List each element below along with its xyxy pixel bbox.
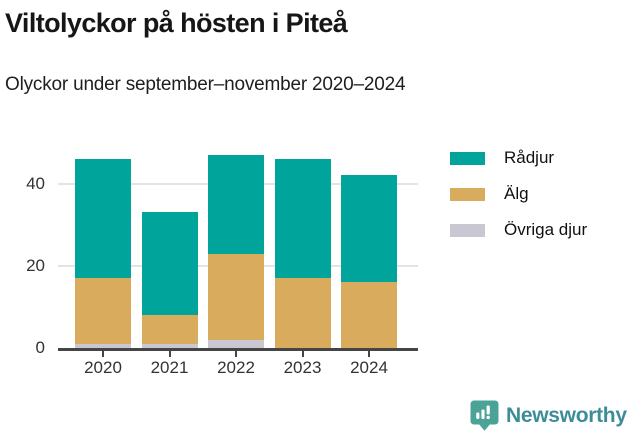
bar-segment-2022 [208, 339, 264, 348]
bar-2020 [75, 159, 131, 348]
bar-segment-2021 [141, 212, 198, 316]
bar-2021 [141, 212, 198, 348]
y-axis-tick-label: 40 [26, 173, 45, 193]
y-axis-tick-label: 20 [26, 255, 45, 275]
bar-segment-2024 [341, 175, 397, 283]
y-axis-tick-label: 0 [35, 338, 45, 357]
chart-subtitle: Olyckor under september–november 2020–20… [5, 74, 406, 95]
bar-2022 [208, 154, 264, 348]
legend: Rådjur Älg Övriga djur [450, 148, 587, 256]
legend-swatch [450, 151, 485, 165]
bar-segment-2020 [75, 343, 131, 348]
legend-item: Rådjur [450, 148, 587, 168]
brand-footer: Newsworthy [470, 400, 627, 432]
x-axis-tick-label: 2020 [84, 358, 122, 377]
legend-label: Övriga djur [504, 220, 588, 239]
x-axis-tick-label: 2021 [150, 358, 189, 377]
legend-label: Rådjur [504, 148, 555, 167]
legend-swatch [450, 187, 485, 201]
bar-segment-2022 [208, 154, 264, 254]
legend-item: Älg [450, 184, 587, 204]
bar-segment-2021 [141, 315, 198, 344]
x-axis-line [58, 348, 418, 351]
plot-area: 0 20 40 2020 2021 2022 2023 2024 [26, 145, 418, 377]
bar-segment-2021 [141, 343, 198, 348]
x-axis-tick [168, 350, 171, 357]
newsworthy-logo-icon [470, 400, 499, 432]
x-axis-tick [235, 350, 237, 357]
bar-segment-2023 [274, 159, 331, 279]
legend-swatch [450, 223, 485, 237]
x-axis-tick-label: 2022 [217, 358, 255, 377]
legend-label: Älg [504, 184, 529, 203]
x-axis-tick-label: 2024 [350, 358, 388, 377]
bar-segment-2022 [208, 253, 264, 340]
chart-title: Viltolyckor på hösten i Piteå [5, 8, 348, 38]
bar-2024 [341, 175, 397, 348]
bar-segment-2020 [75, 159, 131, 279]
x-axis-tick [102, 350, 104, 357]
x-axis-tick [301, 350, 304, 357]
bar-segment-2020 [75, 278, 131, 344]
bar-2023 [274, 159, 331, 348]
bar-segment-2023 [274, 278, 331, 348]
x-axis-tick [368, 350, 370, 357]
legend-item: Övriga djur [450, 220, 587, 240]
brand-name: Newsworthy [506, 404, 627, 427]
bar-segment-2024 [341, 282, 397, 348]
x-axis-tick-label: 2023 [283, 358, 322, 377]
